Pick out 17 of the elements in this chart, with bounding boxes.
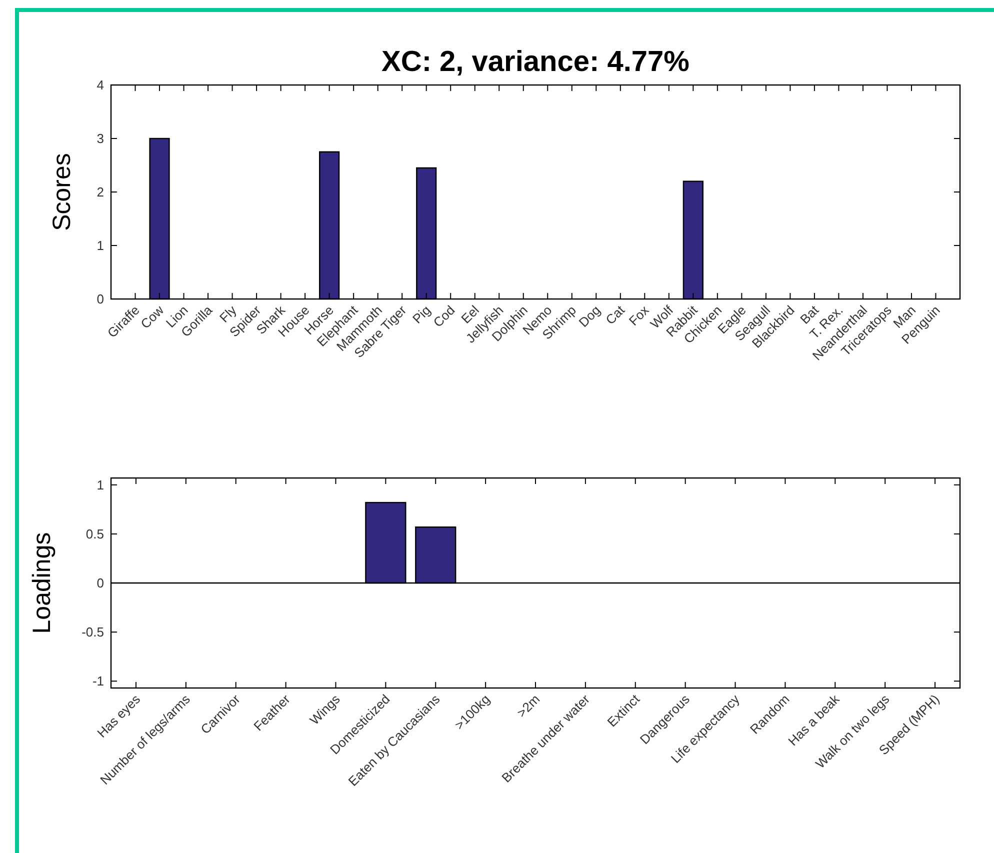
y-tick-label: 3 (96, 131, 104, 146)
y-tick-label: 1 (96, 477, 104, 492)
y-tick-label: 0 (96, 292, 104, 307)
y-tick-label: -0.5 (82, 624, 104, 640)
y-tick-label: -1 (92, 674, 104, 689)
chart-title: XC: 2, variance: 4.77% (382, 46, 690, 78)
x-tick-label: Cat (602, 302, 628, 328)
y-tick-label: 1 (96, 238, 104, 254)
y-tick-label: 0.5 (86, 526, 104, 542)
y-axis-title: Scores (48, 153, 76, 231)
y-tick-label: 4 (96, 78, 104, 93)
y-tick-label: 2 (96, 184, 104, 200)
x-tick-label: Cow (138, 302, 168, 332)
y-tick-label: 0 (96, 576, 104, 591)
y-axis-title: Loadings (28, 532, 56, 634)
x-tick-label: >2m (514, 692, 543, 720)
x-tick-label: Dog (576, 302, 604, 330)
